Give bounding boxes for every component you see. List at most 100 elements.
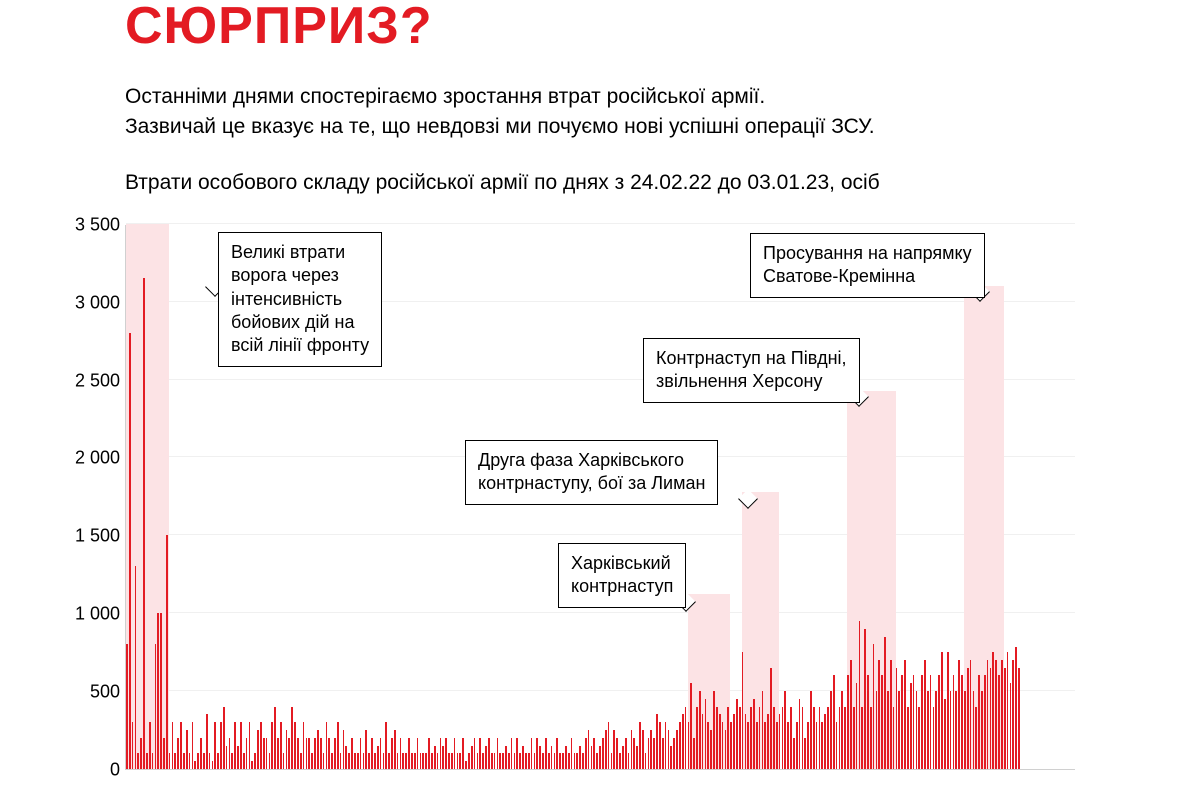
bar bbox=[847, 675, 849, 768]
bar bbox=[745, 714, 747, 769]
bar bbox=[645, 753, 647, 769]
bar bbox=[821, 722, 823, 769]
y-axis: 05001 0001 5002 0002 5003 0003 500 bbox=[70, 215, 120, 780]
bar bbox=[571, 738, 573, 769]
y-tick-label: 500 bbox=[90, 682, 120, 703]
bar bbox=[975, 707, 977, 769]
bar bbox=[779, 714, 781, 769]
bar bbox=[311, 753, 313, 769]
bar bbox=[913, 675, 915, 768]
bar bbox=[830, 691, 832, 769]
bar bbox=[534, 753, 536, 769]
bar bbox=[665, 722, 667, 769]
callout: Друга фаза Харківського контрнаступу, бо… bbox=[465, 440, 718, 505]
bar bbox=[764, 722, 766, 769]
bar bbox=[1018, 668, 1020, 769]
bar bbox=[836, 722, 838, 769]
bar bbox=[377, 746, 379, 769]
bar bbox=[354, 753, 356, 769]
bar bbox=[599, 746, 601, 769]
bar bbox=[670, 746, 672, 769]
bar bbox=[448, 753, 450, 769]
bar bbox=[625, 738, 627, 769]
bar bbox=[183, 753, 185, 769]
bar bbox=[981, 691, 983, 769]
bar bbox=[246, 738, 248, 769]
bar bbox=[1015, 647, 1017, 768]
bar bbox=[428, 738, 430, 769]
bar bbox=[294, 722, 296, 769]
bar bbox=[283, 753, 285, 769]
bar bbox=[876, 691, 878, 769]
bar bbox=[132, 722, 134, 769]
bar bbox=[442, 746, 444, 769]
bar bbox=[904, 660, 906, 769]
bar bbox=[297, 738, 299, 769]
bar bbox=[320, 738, 322, 769]
bar bbox=[833, 675, 835, 768]
bar bbox=[405, 753, 407, 769]
bar bbox=[602, 738, 604, 769]
bar bbox=[639, 722, 641, 769]
bar bbox=[166, 535, 168, 769]
bar bbox=[756, 722, 758, 769]
bar bbox=[591, 746, 593, 769]
bar bbox=[459, 753, 461, 769]
bar bbox=[502, 753, 504, 769]
bar bbox=[679, 722, 681, 769]
bar bbox=[750, 707, 752, 769]
bar bbox=[633, 738, 635, 769]
bar bbox=[263, 738, 265, 769]
bar bbox=[964, 691, 966, 769]
bar bbox=[799, 699, 801, 769]
bar bbox=[839, 707, 841, 769]
bar bbox=[397, 753, 399, 769]
bar bbox=[177, 738, 179, 769]
bar bbox=[873, 644, 875, 769]
bar bbox=[514, 753, 516, 769]
bar bbox=[807, 722, 809, 769]
bar bbox=[613, 730, 615, 769]
bar bbox=[699, 691, 701, 769]
bar bbox=[314, 738, 316, 769]
bar bbox=[736, 699, 738, 769]
bar bbox=[308, 738, 310, 769]
bar bbox=[938, 675, 940, 768]
bar bbox=[505, 746, 507, 769]
bar bbox=[229, 738, 231, 769]
bar bbox=[149, 722, 151, 769]
bar bbox=[636, 746, 638, 769]
bar bbox=[303, 722, 305, 769]
bar bbox=[716, 707, 718, 769]
callout: Просування на напрямку Сватове-Кремінна bbox=[750, 233, 985, 298]
bar bbox=[400, 738, 402, 769]
bar bbox=[690, 683, 692, 769]
bar bbox=[408, 738, 410, 769]
bar bbox=[844, 707, 846, 769]
bar bbox=[536, 738, 538, 769]
bar bbox=[380, 738, 382, 769]
bar bbox=[271, 722, 273, 769]
bar bbox=[827, 707, 829, 769]
bar bbox=[485, 746, 487, 769]
bar bbox=[548, 753, 550, 769]
bar bbox=[648, 738, 650, 769]
bar bbox=[611, 753, 613, 769]
bar bbox=[374, 753, 376, 769]
bar bbox=[710, 730, 712, 769]
subtitle-line-1: Останніми днями спостерігаємо зростання … bbox=[125, 85, 765, 108]
bar bbox=[226, 746, 228, 769]
bar bbox=[157, 613, 159, 769]
bar bbox=[445, 738, 447, 769]
bar bbox=[454, 738, 456, 769]
bar bbox=[864, 629, 866, 769]
bar bbox=[328, 738, 330, 769]
highlight-band bbox=[126, 224, 169, 769]
bar bbox=[337, 722, 339, 769]
bar bbox=[385, 722, 387, 769]
bar bbox=[1010, 683, 1012, 769]
bar bbox=[967, 668, 969, 769]
bar bbox=[155, 644, 157, 769]
bar bbox=[568, 753, 570, 769]
bar bbox=[782, 707, 784, 769]
